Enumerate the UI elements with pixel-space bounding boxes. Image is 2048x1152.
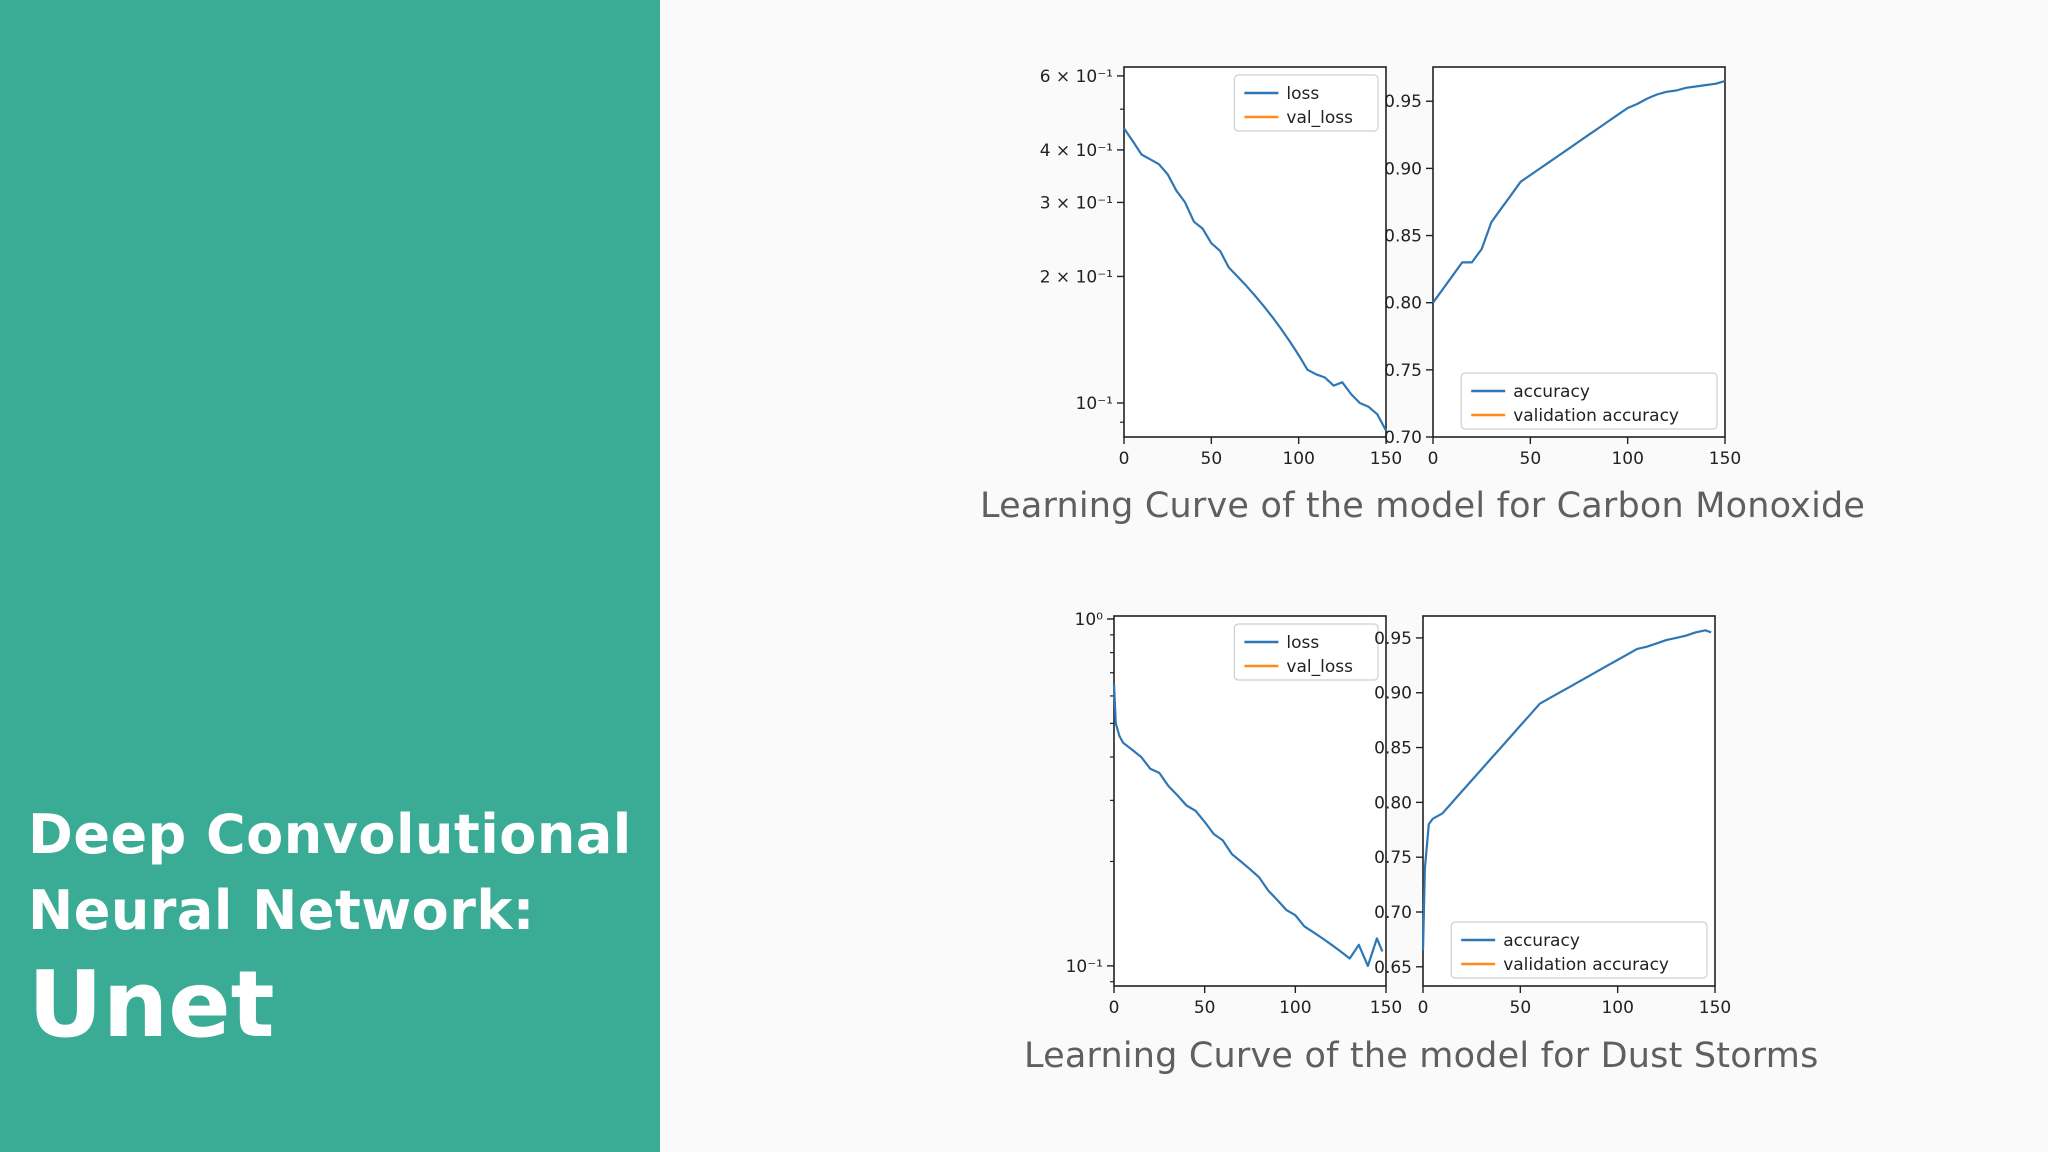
chart-2-xtick-label: 0 [1109, 998, 1120, 1018]
chart-3-legend-label: validation accuracy [1503, 955, 1669, 975]
chart-1-ytick-label: 0.75 [1384, 361, 1422, 381]
chart-0-series-loss [1123, 127, 1387, 432]
chart-0-xtick-label: 150 [1370, 449, 1402, 469]
chart-1-ytick-label: 0.95 [1384, 92, 1422, 112]
chart-2-xtick-label: 50 [1194, 998, 1216, 1018]
chart-3-xtick-label: 50 [1510, 998, 1532, 1018]
chart-3-xtick-label: 0 [1418, 998, 1429, 1018]
chart-1-xtick-label: 0 [1428, 449, 1439, 469]
chart-0-legend-label: loss [1286, 84, 1319, 104]
chart-1-legend [1460, 372, 1718, 430]
chart-3-ytick-label: 0.80 [1374, 793, 1412, 813]
chart-1-series-accuracy [1432, 80, 1726, 304]
dust-caption: Learning Curve of the model for Dust Sto… [1024, 1036, 1819, 1076]
co-loss-chart: 6 × 10⁻¹ 4 × 10⁻¹ 3 × 10⁻¹ 2 × 10⁻¹ 10⁻¹ 0 50 1… [1040, 66, 1402, 469]
chart-1-ytick-label: 0.70 [1384, 428, 1422, 448]
chart-2-ytick-label: 10⁰ [1075, 610, 1104, 630]
chart-3-xtick-label: 100 [1601, 998, 1633, 1018]
chart-1-xtick-label: 150 [1709, 449, 1741, 469]
chart-0-ytick-label: 3 × 10⁻¹ [1040, 193, 1113, 213]
slide-title: Deep Convolutional Neural Network: Unet [28, 797, 632, 1059]
title-line-1: Deep Convolutional [28, 803, 632, 866]
sidebar-panel: Deep Convolutional Neural Network: Unet [0, 0, 660, 1152]
chart-2-xtick-label: 150 [1370, 998, 1402, 1018]
chart-0-xtick-label: 0 [1119, 449, 1130, 469]
chart-1-legend-label: accuracy [1513, 382, 1590, 402]
chart-3-ytick-label: 0.65 [1374, 958, 1412, 978]
chart-0-ytick-label: 6 × 10⁻¹ [1040, 67, 1113, 87]
chart-2-xtick-label: 100 [1279, 998, 1311, 1018]
chart-0-xtick-label: 100 [1282, 449, 1314, 469]
chart-3-ytick-label: 0.95 [1374, 629, 1412, 649]
chart-0-ytick-label: 2 × 10⁻¹ [1040, 267, 1113, 287]
chart-1-legend-label: validation accuracy [1513, 406, 1679, 426]
co-caption: Learning Curve of the model for Carbon M… [980, 486, 1866, 526]
co-accuracy-chart: 0.95 0.90 0.85 0.80 0.75 0.70 0 50 100 150 accurac… [1384, 66, 1741, 469]
chart-2-ytick-label: 10⁻¹ [1066, 957, 1103, 977]
title-line-2: Neural Network: [28, 879, 535, 942]
chart-1-ytick-label: 0.90 [1384, 159, 1422, 179]
title-main: Unet [28, 951, 275, 1058]
chart-3-ytick-label: 0.85 [1374, 739, 1412, 759]
dust-accuracy-chart: 0.95 0.90 0.85 0.80 0.75 0.70 0.65 0 50 100 150 acc… [1374, 615, 1731, 1018]
chart-2-legend-label: loss [1286, 633, 1319, 653]
chart-3-legend-label: accuracy [1503, 931, 1580, 951]
chart-3-legend [1450, 921, 1708, 979]
chart-2-legend-label: val_loss [1286, 657, 1353, 677]
dust-loss-chart: 10⁰ 10⁻¹ 0 50 100 150 loss val_loss [1066, 610, 1403, 1018]
chart-3-ytick-label: 0.70 [1374, 903, 1412, 923]
chart-3-xtick-label: 150 [1699, 998, 1731, 1018]
chart-3-ytick-label: 0.90 [1374, 684, 1412, 704]
chart-0-ytick-label: 10⁻¹ [1076, 394, 1113, 414]
chart-3-series-accuracy [1421, 629, 1712, 951]
chart-0-legend-label: val_loss [1286, 108, 1353, 128]
chart-0-xtick-label: 50 [1201, 449, 1223, 469]
chart-2-series-loss [1112, 683, 1384, 967]
chart-3-ytick-label: 0.75 [1374, 848, 1412, 868]
chart-0-ytick-label: 4 × 10⁻¹ [1040, 141, 1113, 161]
chart-1-xtick-label: 100 [1611, 449, 1643, 469]
chart-1-xtick-label: 50 [1520, 449, 1542, 469]
chart-1-ytick-label: 0.80 [1384, 294, 1422, 314]
chart-1-ytick-label: 0.85 [1384, 227, 1422, 247]
